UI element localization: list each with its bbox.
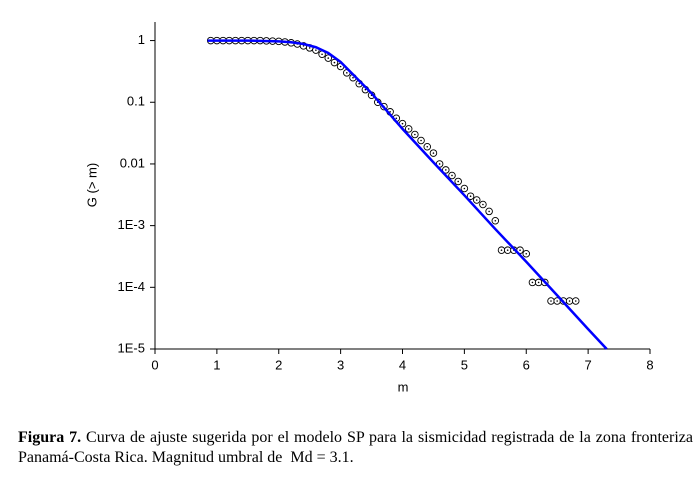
point bbox=[460, 184, 469, 193]
point bbox=[404, 125, 413, 133]
point bbox=[454, 177, 462, 186]
point-dot bbox=[531, 281, 534, 284]
point-dot bbox=[482, 203, 484, 206]
point bbox=[442, 166, 450, 174]
point-dot bbox=[414, 133, 416, 136]
point bbox=[466, 192, 475, 200]
point-dot bbox=[302, 45, 305, 47]
y-tick-label: 1E-5 bbox=[118, 340, 145, 355]
point bbox=[411, 130, 419, 139]
chart: m G (> m) 0 1 2 3 4 5 6 7 8 1E-5 1E-4 1E-3 0.01 0.1 1 bbox=[84, 22, 654, 394]
point bbox=[448, 171, 456, 180]
point-dot bbox=[432, 152, 435, 154]
point-dot bbox=[327, 57, 330, 59]
point bbox=[522, 250, 531, 258]
y-tick-label: 1 bbox=[138, 32, 145, 47]
point bbox=[417, 136, 425, 145]
point-dot bbox=[333, 61, 336, 64]
point bbox=[528, 278, 537, 287]
x-tick-label: 1 bbox=[213, 357, 220, 372]
point-dot bbox=[346, 72, 348, 74]
point-dot bbox=[506, 249, 509, 251]
point-dot bbox=[519, 249, 521, 251]
point bbox=[565, 297, 574, 305]
point-dot bbox=[407, 128, 410, 130]
point bbox=[534, 278, 543, 287]
x-tick-label: 6 bbox=[523, 357, 530, 372]
point bbox=[473, 196, 481, 204]
point bbox=[503, 246, 512, 254]
point bbox=[497, 246, 506, 254]
point-dot bbox=[488, 210, 490, 213]
point-dot bbox=[568, 300, 571, 302]
point-dot bbox=[401, 122, 404, 125]
x-tick-label: 0 bbox=[151, 357, 158, 372]
point-dot bbox=[475, 199, 478, 201]
x-tick-label: 8 bbox=[646, 357, 653, 372]
point-dot bbox=[550, 300, 552, 302]
x-tick-label: 7 bbox=[585, 357, 592, 372]
point bbox=[547, 297, 555, 305]
point-dot bbox=[463, 187, 466, 190]
fit-line bbox=[207, 39, 608, 350]
y-tick-label: 0.01 bbox=[120, 155, 145, 170]
point-dot bbox=[339, 65, 342, 68]
x-tick-label: 2 bbox=[275, 357, 282, 372]
point-dot bbox=[308, 47, 311, 49]
caption: Figura 7. Curva de ajuste sugerida por e… bbox=[18, 428, 693, 468]
point-dot bbox=[389, 111, 391, 113]
point bbox=[479, 200, 487, 209]
point-dot bbox=[420, 139, 422, 142]
point-dot bbox=[556, 300, 558, 302]
point bbox=[572, 297, 580, 305]
y-tick-label: 1E-3 bbox=[118, 217, 145, 232]
point-dot bbox=[315, 49, 317, 51]
point-dot bbox=[574, 300, 577, 302]
point bbox=[485, 207, 493, 216]
point-dot bbox=[426, 145, 429, 148]
y-axis-label: G (> m) bbox=[84, 163, 99, 207]
y-tick-label: 1E-4 bbox=[118, 279, 145, 294]
y-tick-label: 0.1 bbox=[127, 94, 145, 109]
point-dot bbox=[364, 88, 367, 91]
point-dot bbox=[469, 195, 472, 197]
x-tick-label: 5 bbox=[461, 357, 468, 372]
point bbox=[491, 216, 500, 225]
point bbox=[330, 58, 339, 67]
point-dot bbox=[395, 117, 398, 120]
point-dot bbox=[537, 281, 540, 284]
point-dot bbox=[500, 249, 503, 251]
caption-text: Curva de ajuste sugerida por el modelo S… bbox=[18, 429, 698, 466]
caption-label: Figura 7. bbox=[18, 429, 82, 446]
x-tick-label: 3 bbox=[337, 357, 344, 372]
point-dot bbox=[445, 169, 447, 171]
point-dot bbox=[352, 76, 354, 79]
point-dot bbox=[438, 163, 441, 165]
x-axis-label: m bbox=[398, 379, 409, 394]
point-dot bbox=[321, 53, 323, 56]
point-dot bbox=[358, 82, 360, 85]
x-tick-label: 4 bbox=[399, 357, 406, 372]
point-dot bbox=[494, 219, 497, 222]
point bbox=[324, 54, 333, 62]
point-dot bbox=[451, 174, 453, 177]
point bbox=[429, 149, 438, 157]
point-dot bbox=[525, 252, 528, 255]
point-dot bbox=[457, 180, 459, 183]
point bbox=[423, 142, 432, 151]
